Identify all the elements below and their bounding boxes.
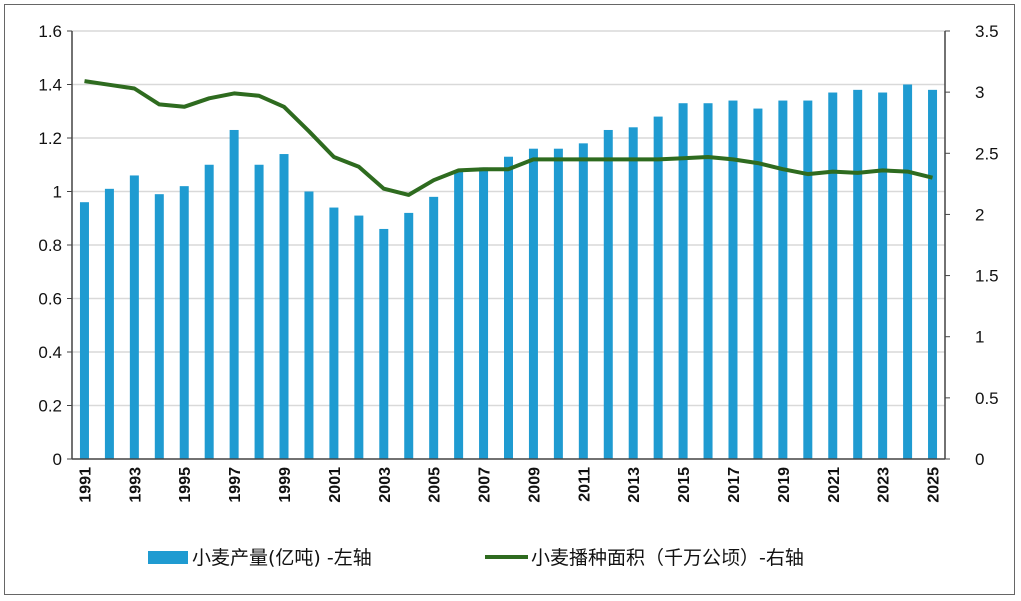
bar-1997 (229, 129, 239, 459)
left-tick-label: 0.6 (38, 290, 62, 309)
bar-1991 (79, 202, 89, 459)
legend-line-label: 小麦播种面积（千万公顷）-右轴 (531, 547, 804, 569)
right-tick-label: 0 (975, 450, 984, 469)
bar-2025 (928, 89, 938, 459)
x-tick-label: 2007 (477, 467, 494, 503)
bar-1999 (279, 154, 289, 460)
bar-2012 (603, 129, 613, 459)
x-tick-label: 2019 (776, 467, 793, 503)
right-tick-label: 1 (975, 328, 984, 347)
bar-2013 (628, 127, 638, 460)
x-tick-label: 2011 (576, 467, 593, 502)
left-tick-label: 0.2 (38, 397, 62, 416)
bar-2020 (803, 100, 813, 460)
bar-2024 (903, 84, 913, 459)
bar-1998 (254, 164, 264, 459)
x-tick-label: 2009 (526, 467, 543, 503)
bar-2021 (828, 92, 838, 460)
bar-1996 (204, 164, 214, 459)
bar-2000 (304, 191, 314, 459)
bar-2014 (653, 116, 663, 459)
left-tick-label: 1.2 (38, 129, 62, 148)
left-tick-label: 0.4 (38, 343, 62, 362)
x-tick-label: 2013 (626, 467, 643, 503)
bar-2007 (479, 167, 489, 460)
legend-bar-label: 小麦产量(亿吨) -左轴 (192, 547, 372, 569)
bar-2016 (703, 103, 713, 459)
bar-1995 (179, 186, 189, 459)
right-tick-label: 1.5 (975, 267, 999, 286)
left-tick-label: 1.4 (38, 76, 62, 95)
x-tick-label: 1995 (177, 467, 194, 503)
bar-2002 (354, 215, 364, 459)
x-tick-label: 2005 (427, 467, 444, 503)
bar-2009 (528, 148, 538, 459)
bar-2008 (504, 156, 513, 459)
x-tick-label: 1993 (127, 467, 144, 503)
left-tick-label: 0.8 (38, 236, 62, 255)
x-tick-label: 2017 (726, 467, 743, 503)
chart-frame (4, 4, 1015, 595)
x-tick-label: 2023 (876, 467, 893, 503)
x-tick-label: 2021 (826, 467, 843, 503)
right-tick-label: 3 (975, 83, 984, 102)
bar-1992 (104, 188, 114, 459)
bar-2006 (454, 170, 464, 459)
bar-1993 (129, 175, 139, 459)
bar-2010 (553, 148, 563, 459)
bar-2005 (429, 196, 439, 459)
x-tick-label: 1997 (227, 467, 244, 503)
left-tick-label: 1.6 (38, 22, 62, 41)
bar-2022 (853, 89, 863, 459)
bar-2004 (404, 212, 414, 459)
x-tick-label: 2015 (676, 467, 693, 503)
bar-2015 (678, 103, 688, 459)
bar-2023 (878, 92, 888, 460)
bar-2017 (728, 100, 738, 460)
right-tick-label: 2 (975, 205, 984, 224)
x-tick-label: 2001 (327, 467, 344, 503)
x-tick-label: 1999 (277, 467, 294, 503)
right-tick-label: 2.5 (975, 144, 999, 163)
bar-2011 (578, 143, 588, 459)
right-tick-label: 3.5 (975, 22, 999, 41)
bar-2018 (753, 108, 763, 459)
left-tick-label: 1 (53, 183, 62, 202)
x-tick-label: 2025 (926, 467, 943, 503)
right-tick-label: 0.5 (975, 389, 999, 408)
x-tick-label: 2003 (377, 467, 394, 503)
bar-2001 (329, 207, 339, 459)
bar-2019 (778, 100, 788, 460)
legend-bar-swatch (148, 551, 188, 564)
bar-1994 (154, 194, 164, 460)
left-tick-label: 0 (53, 450, 62, 469)
bar-2003 (379, 228, 389, 459)
x-tick-label: 1991 (77, 467, 94, 503)
